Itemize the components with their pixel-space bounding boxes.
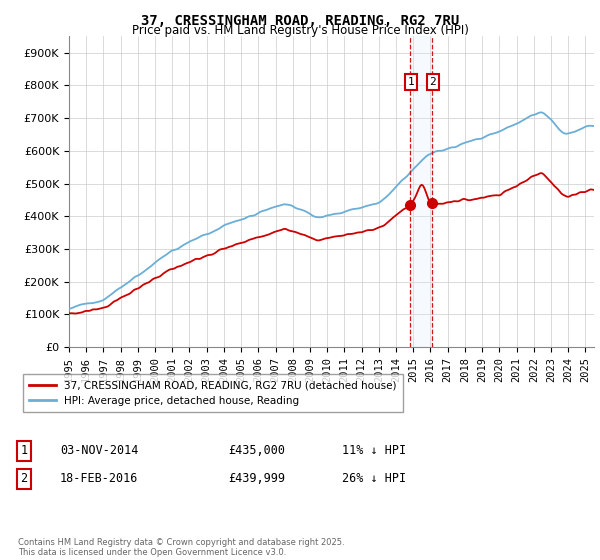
Text: Price paid vs. HM Land Registry's House Price Index (HPI): Price paid vs. HM Land Registry's House … xyxy=(131,24,469,37)
Text: £435,000: £435,000 xyxy=(228,444,285,458)
Text: Contains HM Land Registry data © Crown copyright and database right 2025.
This d: Contains HM Land Registry data © Crown c… xyxy=(18,538,344,557)
Text: 03-NOV-2014: 03-NOV-2014 xyxy=(60,444,139,458)
Text: £439,999: £439,999 xyxy=(228,472,285,486)
Text: 11% ↓ HPI: 11% ↓ HPI xyxy=(342,444,406,458)
Legend: 37, CRESSINGHAM ROAD, READING, RG2 7RU (detached house), HPI: Average price, det: 37, CRESSINGHAM ROAD, READING, RG2 7RU (… xyxy=(23,374,403,413)
Text: 18-FEB-2016: 18-FEB-2016 xyxy=(60,472,139,486)
Text: 1: 1 xyxy=(408,77,415,87)
Text: 37, CRESSINGHAM ROAD, READING, RG2 7RU: 37, CRESSINGHAM ROAD, READING, RG2 7RU xyxy=(141,14,459,28)
Text: 2: 2 xyxy=(20,472,28,486)
Bar xyxy=(410,36,432,347)
Text: 26% ↓ HPI: 26% ↓ HPI xyxy=(342,472,406,486)
Text: 2: 2 xyxy=(430,77,436,87)
Text: 1: 1 xyxy=(20,444,28,458)
